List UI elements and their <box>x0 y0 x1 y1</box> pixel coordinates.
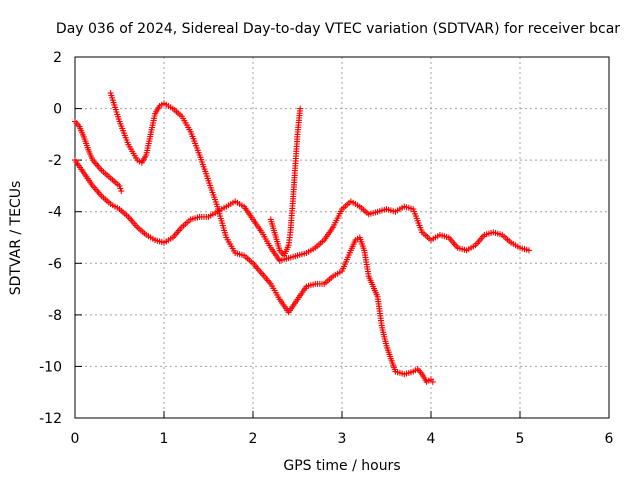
y-tick-label: -10 <box>39 359 62 375</box>
y-tick-label: -4 <box>48 205 62 221</box>
x-tick-label: 3 <box>338 431 347 447</box>
data-point-arc-2 <box>116 182 123 189</box>
x-tick-label: 4 <box>427 431 436 447</box>
data-point-arc-1 <box>525 247 532 254</box>
ticks <box>74 56 610 419</box>
x-tick-labels: 0 1 2 3 4 5 6 <box>71 431 614 447</box>
x-tick-label: 2 <box>249 431 258 447</box>
y-axis-label: SDTVAR / TECUs <box>8 181 24 296</box>
data-marks <box>72 90 532 385</box>
chart-title: Day 036 of 2024, Sidereal Day-to-day VTE… <box>56 21 620 37</box>
x-tick-label: 5 <box>516 431 525 447</box>
x-tick-label: 1 <box>160 431 169 447</box>
x-axis-label: GPS time / hours <box>283 458 400 474</box>
data-point-arc-2 <box>117 185 124 192</box>
data-point-arc-4 <box>297 105 304 112</box>
y-tick-label: -12 <box>39 411 62 427</box>
y-tick-label: 0 <box>53 102 62 118</box>
x-tick-label: 0 <box>71 431 80 447</box>
x-tick-label: 6 <box>605 431 614 447</box>
y-tick-labels: 2 0 -2 -4 -6 -8 -10 -12 <box>39 50 62 427</box>
y-tick-label: -2 <box>48 153 62 169</box>
data-point-arc-3 <box>429 378 436 385</box>
data-point-arc-2 <box>118 188 125 195</box>
y-tick-label: -6 <box>48 256 62 272</box>
y-tick-label: 2 <box>53 50 62 66</box>
y-tick-label: -8 <box>48 308 62 324</box>
